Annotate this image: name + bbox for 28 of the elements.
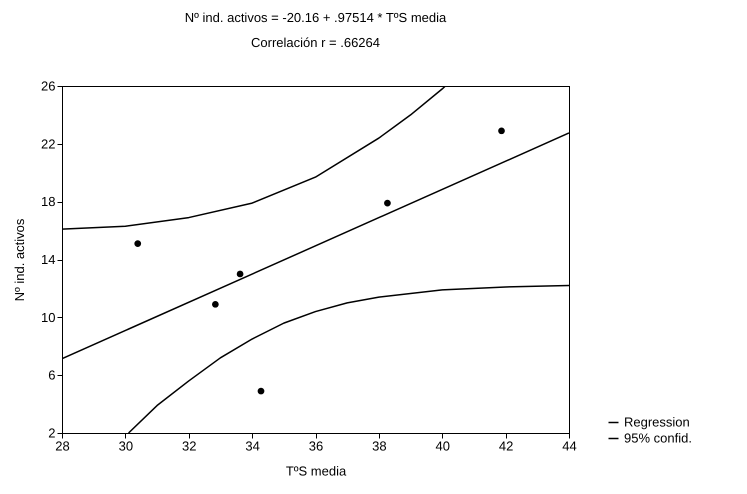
point bbox=[384, 200, 391, 206]
y-axis-title: Nº ind. activos bbox=[12, 218, 28, 302]
y-tick-label: 2 bbox=[48, 426, 56, 440]
point bbox=[212, 300, 219, 308]
x-tick-label: 28 bbox=[55, 438, 70, 454]
x-tick-label: 42 bbox=[498, 438, 514, 454]
x-tick-label: 30 bbox=[118, 438, 134, 454]
point bbox=[498, 127, 505, 134]
y-tick-label: 26 bbox=[41, 78, 56, 94]
point bbox=[134, 240, 142, 247]
chart-title: Nº ind. activos = -20.16 + .97514 * TºS media bbox=[184, 10, 447, 25]
y-tick-label: 22 bbox=[41, 136, 56, 152]
chart-subtitle: Correlación r = .66264 bbox=[251, 35, 380, 50]
point bbox=[258, 388, 264, 394]
y-tick-label: 6 bbox=[48, 368, 56, 383]
x-tick-label: 38 bbox=[372, 438, 387, 454]
x-tick-label: 36 bbox=[308, 438, 324, 454]
x-tick-label: 34 bbox=[245, 438, 260, 454]
y-tick-label: 14 bbox=[41, 252, 56, 267]
x-tick-label: 44 bbox=[562, 438, 577, 454]
x-axis-title: TºS media bbox=[286, 464, 347, 478]
x-tick-label: 32 bbox=[182, 438, 196, 454]
y-tick-label: 10 bbox=[41, 310, 56, 325]
legend-label: Regression bbox=[624, 414, 690, 430]
y-tick-label: 18 bbox=[41, 194, 56, 210]
point bbox=[236, 270, 244, 278]
x-tick-label: 40 bbox=[436, 438, 450, 454]
legend-label: 95% confid. bbox=[624, 430, 692, 446]
